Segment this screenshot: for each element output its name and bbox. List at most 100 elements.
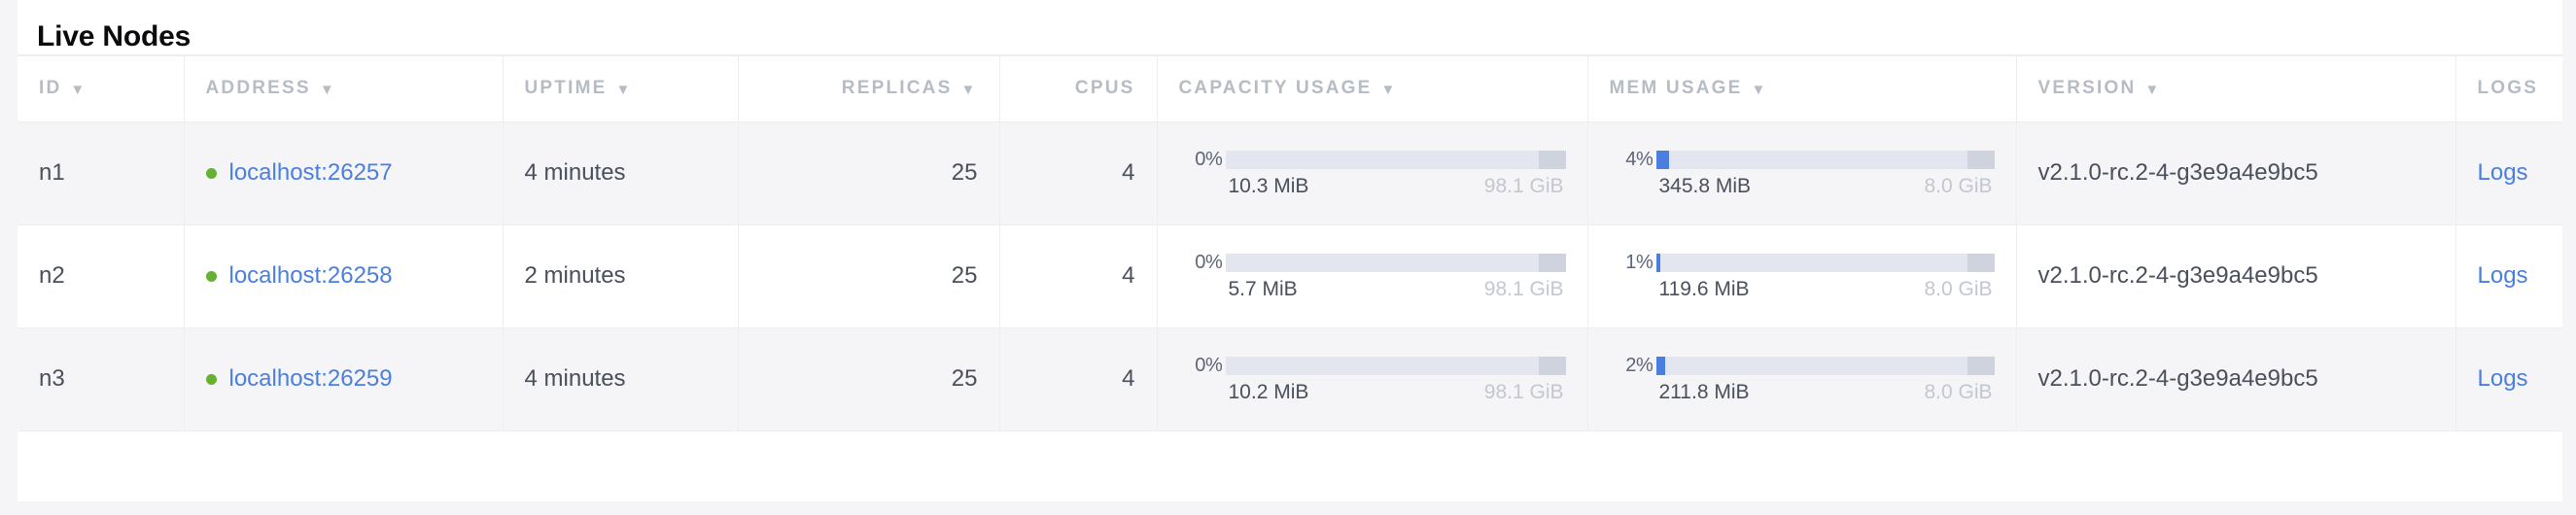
cell-node-uptime: 4 minutes	[503, 121, 739, 225]
node-cpus-label: 4	[1122, 365, 1135, 392]
cell-node-address: localhost:26258	[184, 224, 504, 328]
node-logs-link[interactable]: Logs	[2477, 365, 2528, 392]
column-header-label: MEM USAGE	[1609, 78, 1743, 99]
sort-caret-down-icon[interactable]: ▼	[2144, 81, 2162, 98]
column-header-label: ADDRESS	[205, 78, 311, 99]
column-header-inner: VERSION ▼	[2038, 78, 2434, 99]
mem-usage-bar-row: 2%	[1610, 355, 1995, 377]
capacity-usage-labels: 10.2 MiB 98.1 GiB	[1179, 381, 1566, 404]
cell-node-cpus: 4	[999, 121, 1158, 225]
live-nodes-card: Live Nodes ID ▼ ADDRESS ▼ UPTIME ▼ REPLICAS ▼ CP…	[17, 0, 2562, 501]
node-address-link[interactable]: localhost:26259	[228, 365, 393, 392]
capacity-usage-meter: 0% 10.3 MiB 98.1 GiB	[1179, 145, 1566, 202]
column-header-inner: CPUS	[1022, 78, 1135, 99]
table-body: n1 localhost:26257 4 minutes 25 4 0% 10.3 MiB 9…	[17, 121, 2562, 431]
address-wrapper: localhost:26257	[205, 159, 481, 187]
node-logs-link[interactable]: Logs	[2477, 262, 2528, 289]
mem-usage-meter: 1% 119.6 MiB 8.0 GiB	[1610, 248, 1995, 305]
sort-caret-down-icon[interactable]: ▼	[1751, 81, 1768, 98]
mem-usage-bar-fill	[1655, 253, 1661, 272]
column-header-address[interactable]: ADDRESS ▼	[184, 55, 504, 122]
node-address-link[interactable]: localhost:26257	[228, 159, 393, 186]
cell-mem-usage: 2% 211.8 MiB 8.0 GiB	[1587, 327, 2017, 431]
column-header-inner: CAPACITY USAGE ▼	[1179, 78, 1566, 99]
mem-usage-bar-track	[1655, 150, 1995, 169]
column-header-logs: LOGS	[2455, 55, 2562, 122]
column-header-label: ID	[39, 78, 62, 99]
sort-caret-down-icon[interactable]: ▼	[70, 81, 87, 98]
cell-node-version: v2.1.0-rc.2-4-g3e9a4e9bc5	[2016, 327, 2456, 431]
mem-usage-used: 345.8 MiB	[1658, 174, 1752, 197]
column-header-inner: REPLICAS ▼	[760, 78, 978, 99]
mem-usage-percent: 4%	[1625, 148, 1654, 170]
mem-usage-total: 8.0 GiB	[1924, 380, 1993, 403]
node-id-label: n2	[39, 262, 65, 289]
column-header-label: CAPACITY USAGE	[1178, 78, 1373, 99]
column-header-capacity[interactable]: CAPACITY USAGE ▼	[1157, 55, 1588, 122]
column-header-label: CPUS	[1074, 78, 1135, 99]
mem-usage-total: 8.0 GiB	[1924, 277, 1993, 300]
address-wrapper: localhost:26259	[205, 365, 481, 393]
sort-caret-down-icon[interactable]: ▼	[319, 81, 336, 98]
cell-node-id: n1	[17, 121, 185, 225]
capacity-usage-bar-row: 0%	[1179, 252, 1566, 274]
column-header-label: REPLICAS	[841, 78, 953, 99]
mem-usage-percent: 2%	[1625, 354, 1654, 376]
column-header-inner: ID ▼	[39, 78, 162, 99]
capacity-usage-bar-track	[1225, 150, 1566, 169]
mem-usage-used: 211.8 MiB	[1658, 380, 1750, 403]
sort-caret-down-icon[interactable]: ▼	[615, 81, 633, 98]
column-header-version[interactable]: VERSION ▼	[2016, 55, 2456, 122]
cell-capacity-usage: 0% 10.2 MiB 98.1 GiB	[1157, 327, 1588, 431]
sort-caret-down-icon[interactable]: ▼	[1380, 81, 1398, 98]
table-header: ID ▼ ADDRESS ▼ UPTIME ▼ REPLICAS ▼ CPUS CAPACITY …	[17, 55, 2562, 122]
node-uptime-label: 4 minutes	[524, 365, 626, 392]
capacity-usage-used: 10.3 MiB	[1228, 174, 1309, 197]
node-replicas-label: 25	[951, 159, 978, 186]
node-address-link[interactable]: localhost:26258	[228, 262, 393, 289]
status-dot-live-icon	[205, 373, 217, 385]
mem-usage-bar-track	[1655, 253, 1995, 272]
column-header-replicas[interactable]: REPLICAS ▼	[738, 55, 1000, 122]
capacity-usage-bar-cap	[1538, 356, 1566, 375]
cell-mem-usage: 1% 119.6 MiB 8.0 GiB	[1587, 224, 2017, 328]
cell-capacity-usage: 0% 10.3 MiB 98.1 GiB	[1157, 121, 1588, 225]
capacity-usage-meter: 0% 5.7 MiB 98.1 GiB	[1179, 248, 1566, 305]
capacity-usage-bar-row: 0%	[1179, 355, 1566, 377]
cell-node-uptime: 4 minutes	[503, 327, 739, 431]
node-version-label: v2.1.0-rc.2-4-g3e9a4e9bc5	[2037, 262, 2318, 289]
sort-caret-down-icon[interactable]: ▼	[960, 81, 978, 98]
mem-usage-percent: 1%	[1625, 251, 1654, 273]
cell-node-cpus: 4	[999, 327, 1158, 431]
column-header-inner: UPTIME ▼	[525, 78, 716, 99]
cell-node-address: localhost:26259	[184, 327, 504, 431]
cell-node-cpus: 4	[999, 224, 1158, 328]
address-wrapper: localhost:26258	[205, 262, 481, 290]
mem-usage-bar-fill	[1655, 150, 1670, 169]
column-header-label: LOGS	[2477, 78, 2539, 99]
cell-mem-usage: 4% 345.8 MiB 8.0 GiB	[1587, 121, 2017, 225]
capacity-usage-labels: 5.7 MiB 98.1 GiB	[1179, 278, 1566, 301]
cell-node-version: v2.1.0-rc.2-4-g3e9a4e9bc5	[2016, 121, 2456, 225]
cell-node-id: n2	[17, 224, 185, 328]
node-uptime-label: 4 minutes	[524, 159, 626, 186]
live-nodes-table: ID ▼ ADDRESS ▼ UPTIME ▼ REPLICAS ▼ CPUS CAPACITY …	[17, 54, 2562, 431]
cell-capacity-usage: 0% 5.7 MiB 98.1 GiB	[1157, 224, 1588, 328]
column-header-mem[interactable]: MEM USAGE ▼	[1587, 55, 2017, 122]
column-header-inner: LOGS	[2478, 78, 2542, 99]
capacity-usage-total: 98.1 GiB	[1483, 174, 1564, 197]
column-header-id[interactable]: ID ▼	[17, 55, 185, 122]
node-logs-link[interactable]: Logs	[2477, 159, 2528, 186]
column-header-cpus: CPUS	[999, 55, 1158, 122]
table-row: n3 localhost:26259 4 minutes 25 4 0% 10.2 MiB 9…	[17, 327, 2562, 431]
cell-node-replicas: 25	[738, 224, 1000, 328]
cell-node-logs: Logs	[2455, 224, 2562, 328]
mem-usage-bar-cap	[1967, 253, 1995, 272]
mem-usage-bar-row: 4%	[1610, 149, 1995, 171]
node-replicas-label: 25	[951, 262, 978, 289]
mem-usage-bar-row: 1%	[1610, 252, 1995, 274]
mem-usage-labels: 211.8 MiB 8.0 GiB	[1610, 381, 1995, 404]
mem-usage-bar-cap	[1967, 356, 1995, 375]
cell-node-logs: Logs	[2455, 121, 2562, 225]
column-header-uptime[interactable]: UPTIME ▼	[503, 55, 739, 122]
